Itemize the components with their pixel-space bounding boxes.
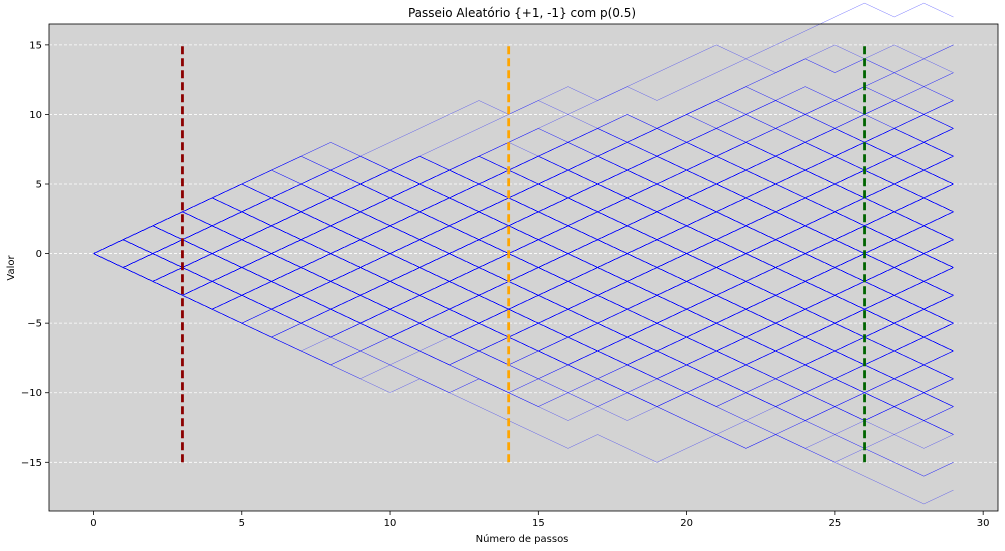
x-tick-label: 30 <box>977 518 990 529</box>
y-tick-label: −10 <box>21 388 42 399</box>
vertical-markers <box>181 44 866 463</box>
y-tick-label: 5 <box>36 180 42 191</box>
y-tick-label: 10 <box>29 110 42 121</box>
walk-path <box>93 225 954 296</box>
plot-frame <box>48 23 999 512</box>
x-tick-label: 20 <box>680 518 693 529</box>
x-tick-label: 10 <box>384 518 397 529</box>
walk-path <box>93 239 954 324</box>
random-walk-paths <box>93 2 954 505</box>
walk-path <box>93 183 954 268</box>
x-tick-label: 5 <box>239 518 245 529</box>
x-axis-label: Número de passos <box>476 533 569 545</box>
x-axis-ticks: 0 5 10 15 20 25 30 <box>90 511 990 529</box>
y-axis-label: Valor <box>6 255 17 281</box>
y-tick-label: −15 <box>21 458 42 469</box>
walk-path <box>93 253 954 407</box>
x-tick-label: 25 <box>829 518 842 529</box>
y-tick-label: 0 <box>36 249 42 260</box>
chart-title: Passeio Aleatório {+1, -1} com p(0.5) <box>408 6 636 20</box>
plot-area <box>49 24 998 511</box>
x-tick-label: 15 <box>532 518 545 529</box>
walk-path <box>93 211 954 268</box>
x-tick-label: 0 <box>90 518 96 529</box>
y-tick-label: 15 <box>29 40 42 51</box>
y-axis-ticks: −15 −10 −5 0 5 10 15 <box>21 40 49 469</box>
y-tick-label: −5 <box>27 319 42 330</box>
grid-lines <box>49 44 998 463</box>
walk-path <box>93 100 954 254</box>
